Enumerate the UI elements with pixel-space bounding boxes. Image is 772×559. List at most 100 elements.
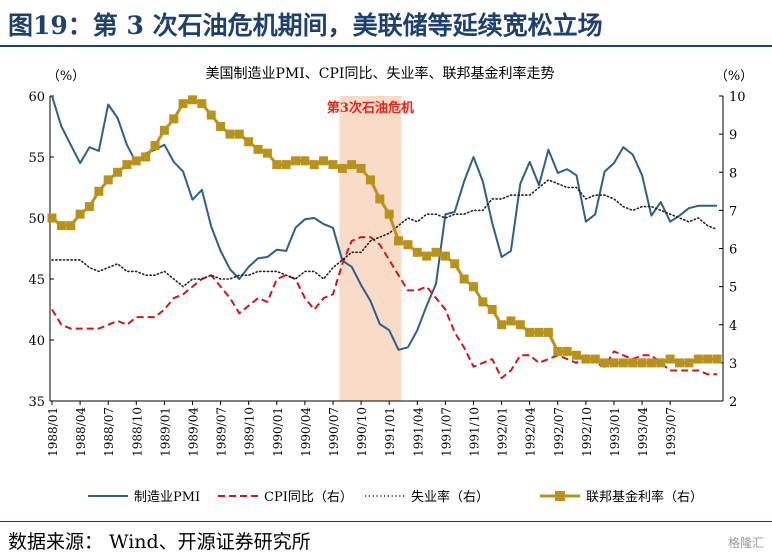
series-line-0 [51, 95, 717, 351]
y-right-tick-label: 7 [729, 204, 737, 219]
x-tick-label: 1989/07 [215, 407, 229, 457]
x-tick-label: 1989/04 [186, 407, 200, 457]
series-point-3 [66, 221, 76, 231]
series-line-2 [51, 179, 718, 288]
series-point-3 [693, 354, 703, 364]
series-point-3 [103, 175, 113, 185]
series-point-3 [187, 95, 197, 105]
x-tick-label: 1989/10 [243, 407, 257, 457]
series-point-3 [206, 110, 216, 120]
series-point-3 [375, 194, 385, 204]
x-tick-label: 1992/01 [496, 407, 510, 457]
series-point-3 [609, 358, 619, 368]
series-point-3 [665, 354, 675, 364]
series-point-3 [225, 129, 235, 139]
series-point-3 [347, 160, 357, 170]
y-left-tick-label: 35 [28, 395, 45, 410]
shaded-period-label: 第3次石油危机 [327, 100, 414, 116]
x-tick-label: 1992/04 [524, 407, 538, 457]
series-point-3 [94, 186, 104, 196]
series-point-3 [122, 160, 132, 170]
x-tick-label: 1992/10 [580, 407, 594, 457]
series-point-3 [141, 152, 151, 162]
line-chart: 第3次石油危机 美国制造业PMI、CPI同比、失业率、联邦基金利率走势 （%） … [28, 65, 753, 505]
series-point-3 [291, 156, 301, 166]
series-point-3 [150, 141, 160, 151]
series-point-3 [534, 327, 544, 337]
series-point-3 [543, 327, 553, 337]
series-point-3 [262, 148, 272, 158]
shaded-period-rect [339, 96, 402, 401]
series-point-3 [113, 167, 123, 177]
x-tick-label: 1991/01 [383, 407, 397, 457]
series-point-3 [646, 358, 656, 368]
series-point-3 [459, 274, 469, 284]
series-point-3 [572, 350, 582, 360]
series-point-3 [309, 160, 319, 170]
series-point-3 [703, 354, 713, 364]
y-left-tick-label: 40 [28, 334, 45, 349]
legend: 制造业PMI CPI同比（右） 失业率（右） 联邦基金利率（右） [88, 489, 703, 505]
series-point-3 [131, 156, 141, 166]
series-point-3 [422, 251, 432, 261]
x-tick-label: 1990/04 [299, 407, 313, 457]
legend-label: 制造业PMI [134, 490, 200, 505]
series-point-3 [553, 346, 563, 356]
series-point-3 [468, 282, 478, 292]
x-tick-label: 1992/07 [552, 407, 566, 457]
series-point-3 [600, 358, 610, 368]
y-right-tick-label: 10 [729, 90, 746, 105]
chart-title: 美国制造业PMI、CPI同比、失业率、联邦基金利率走势 [206, 65, 555, 82]
series-point-3 [506, 316, 516, 326]
y-right-tick-label: 4 [729, 319, 737, 334]
y-left-tick-label: 45 [28, 273, 45, 288]
report-header: 图19：第 3 次石油危机期间，美联储等延续宽松立场 [0, 0, 772, 44]
x-tick-label: 1988/10 [130, 407, 144, 457]
x-tick-label: 1988/01 [46, 407, 60, 457]
series-point-3 [618, 358, 628, 368]
series-point-3 [628, 358, 638, 368]
y-right-unit: （%） [715, 69, 753, 84]
series-point-3 [394, 236, 404, 246]
series-point-3 [581, 354, 591, 364]
series-point-3 [590, 354, 600, 364]
figure-title: 图19：第 3 次石油危机期间，美联储等延续宽松立场 [8, 11, 603, 40]
series-point-3 [450, 259, 460, 269]
header-rule [0, 45, 772, 47]
x-tick-label: 1990/07 [327, 407, 341, 457]
series-point-3 [216, 122, 226, 131]
series-point-3 [319, 156, 329, 166]
legend-label: CPI同比（右） [264, 490, 353, 505]
series-point-3 [169, 114, 179, 124]
series-point-3 [178, 99, 188, 109]
x-tick-label: 1988/04 [74, 407, 88, 457]
series-point-3 [281, 160, 291, 170]
series-point-3 [300, 156, 310, 166]
series-point-3 [440, 251, 450, 261]
x-tick-label: 1993/01 [608, 407, 622, 457]
y-left-unit: （%） [47, 69, 85, 84]
y-right-tick-label: 9 [729, 128, 737, 143]
source-label: 数据来源： [8, 531, 104, 553]
series-point-3 [253, 144, 263, 154]
y-right-tick-label: 2 [729, 395, 737, 410]
x-tick-label: 1991/10 [467, 407, 481, 457]
y-right-tick-label: 5 [729, 281, 737, 296]
series-point-3 [272, 160, 282, 170]
series-point-3 [431, 247, 441, 257]
y-left-tick-label: 60 [28, 90, 45, 105]
x-tick-label: 1991/07 [439, 407, 453, 457]
series-point-3 [562, 346, 572, 356]
y-right-tick-label: 3 [729, 357, 737, 372]
series-point-3 [637, 358, 647, 368]
series-point-3 [75, 209, 85, 219]
legend-swatch-marker [555, 491, 565, 501]
x-tick-label: 1989/01 [158, 407, 172, 457]
footer-rule [0, 521, 772, 522]
series-point-3 [356, 163, 366, 173]
series-point-3 [656, 358, 666, 368]
series-point-3 [497, 320, 507, 330]
watermark: 格隆汇 [727, 536, 764, 550]
legend-label: 联邦基金利率（右） [586, 489, 703, 505]
